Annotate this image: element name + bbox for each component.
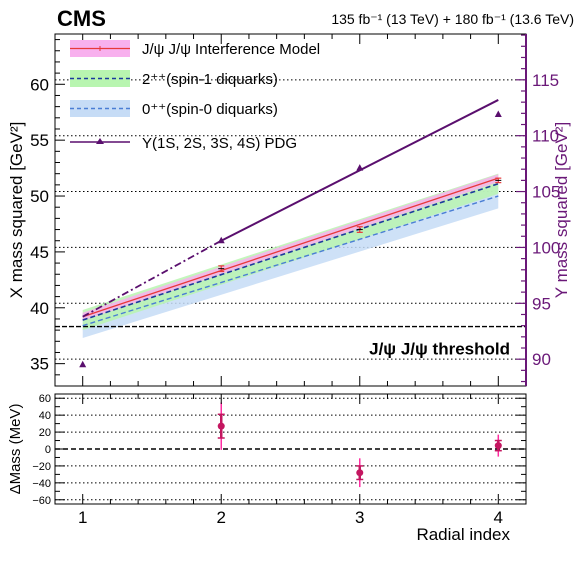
spin1-line — [82, 182, 499, 321]
residual-point — [217, 422, 225, 430]
model-line — [82, 177, 499, 318]
upsilon-fit-dashdot — [82, 239, 222, 318]
right-y-axis-title: Υ mass squared [GeV²] — [552, 122, 571, 298]
luminosity-label: 135 fb⁻¹ (13 TeV) + 180 fb⁻¹ (13.6 TeV) — [331, 11, 574, 27]
x-tick-label-4: 4 — [494, 508, 503, 527]
x-tick-label-2: 2 — [217, 508, 226, 527]
x-tick-label-1: 1 — [78, 508, 87, 527]
left-y-tick-label-35: 35 — [30, 355, 49, 374]
upsilon-point — [217, 236, 225, 244]
res-y-tick-label-40: 40 — [39, 410, 51, 422]
res-y-tick-label--60: −60 — [32, 495, 51, 507]
res-y-tick-label--20: −20 — [32, 461, 51, 473]
main-data-points — [79, 110, 502, 368]
right-y-tick-label-115: 115 — [532, 71, 559, 90]
x-tick-label-3: 3 — [355, 508, 364, 527]
left-y-tick-label-55: 55 — [30, 131, 49, 150]
left-y-tick-label-50: 50 — [30, 187, 49, 206]
right-y-tick-label-105: 105 — [532, 183, 560, 202]
x-axis-title: Radial index — [416, 525, 510, 544]
left-y-tick-label-60: 60 — [30, 75, 49, 94]
res-y-tick-label--40: −40 — [32, 478, 51, 490]
spin0-line — [82, 195, 499, 327]
res-y-tick-label-0: 0 — [45, 444, 51, 456]
residual-point — [356, 469, 364, 477]
main-axes: 35 40 45 50 55 60 90 95 100 105 110 115 — [30, 34, 560, 386]
legend-model-label: J/ψ J/ψ Interference Model — [142, 41, 320, 58]
res-y-tick-label-20: 20 — [39, 427, 51, 439]
residual-point — [494, 442, 502, 450]
residual-gridlines — [55, 397, 526, 501]
right-y-tick-label-90: 90 — [532, 350, 551, 369]
residual-y-axis-title: ΔMass (MeV) — [7, 404, 24, 495]
upsilon-point — [494, 110, 502, 117]
right-y-tick-label-100: 100 — [532, 238, 560, 257]
residual-axes: −60 −40 −20 0 20 40 60 1 2 3 4 — [32, 393, 526, 527]
left-y-tick-label-40: 40 — [30, 299, 49, 318]
legend-spin0-label: 0⁺⁺(spin-0 diquarks) — [142, 101, 278, 118]
res-y-tick-label-60: 60 — [39, 393, 51, 405]
legend: J/ψ J/ψ Interference Model 2⁺⁺(spin-1 di… — [70, 40, 320, 152]
upsilon-point — [79, 360, 87, 368]
legend-spin1-label: 2⁺⁺(spin-1 diquarks) — [142, 71, 278, 88]
residual-data-points — [217, 402, 502, 488]
prediction-lines — [55, 99, 526, 328]
experiment-label: CMS — [57, 6, 106, 31]
legend-upsilon-marker — [96, 138, 104, 144]
threshold-label: J/ψ J/ψ threshold — [369, 340, 510, 359]
right-y-tick-label-110: 110 — [532, 127, 559, 146]
left-y-tick-label-45: 45 — [30, 243, 49, 262]
upsilon-point — [356, 164, 364, 171]
main-y-axis-title: X mass squared [GeV²] — [7, 122, 26, 299]
legend-upsilon-label: Υ(1S, 2S, 3S, 4S) PDG — [142, 135, 297, 152]
right-y-tick-label-95: 95 — [532, 294, 551, 313]
